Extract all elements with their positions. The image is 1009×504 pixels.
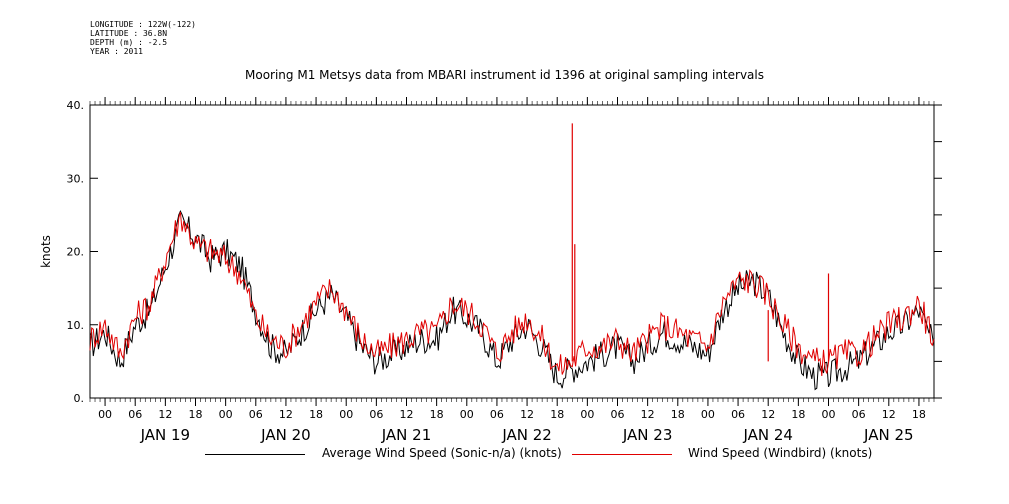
x-day-label: JAN 23 <box>622 426 673 444</box>
x-hour-label: 18 <box>671 408 685 421</box>
x-hour-label: 06 <box>128 408 142 421</box>
x-hour-label: 06 <box>731 408 745 421</box>
x-hour-label: 00 <box>339 408 353 421</box>
metadata-block: LONGITUDE : 122W(-122) LATITUDE : 36.8N … <box>90 20 196 56</box>
depth-text: DEPTH (m) : -2.5 <box>90 38 168 47</box>
x-hour-label: 00 <box>219 408 233 421</box>
x-hour-label: 12 <box>279 408 293 421</box>
x-day-label: JAN 19 <box>140 426 191 444</box>
x-hour-label: 00 <box>822 408 836 421</box>
x-hour-label: 18 <box>430 408 444 421</box>
y-axis-label: knots <box>39 235 53 268</box>
y-tick-label: 10. <box>67 319 85 332</box>
x-hour-label: 12 <box>641 408 655 421</box>
x-hour-label: 12 <box>400 408 414 421</box>
legend-average-swatch <box>205 454 305 455</box>
x-hour-label: 18 <box>550 408 564 421</box>
y-tick-label: 40. <box>67 99 85 112</box>
x-hour-label: 00 <box>98 408 112 421</box>
x-hour-label: 18 <box>791 408 805 421</box>
x-hour-label: 18 <box>912 408 926 421</box>
longitude-text: LONGITUDE : 122W(-122) <box>90 20 196 29</box>
x-hour-label: 12 <box>520 408 534 421</box>
x-day-label: JAN 20 <box>260 426 311 444</box>
x-day-label: JAN 21 <box>381 426 432 444</box>
legend-average-label: Average Wind Speed (Sonic-n/a) (knots) <box>322 446 562 460</box>
x-hour-label: 12 <box>158 408 172 421</box>
x-hour-label: 06 <box>852 408 866 421</box>
x-hour-label: 06 <box>490 408 504 421</box>
x-day-label: JAN 22 <box>501 426 552 444</box>
chart-title: Mooring M1 Metsys data from MBARI instru… <box>245 68 764 82</box>
x-hour-label: 18 <box>309 408 323 421</box>
x-hour-label: 06 <box>611 408 625 421</box>
y-tick-label: 20. <box>67 246 85 259</box>
x-hour-label: 00 <box>580 408 594 421</box>
x-day-label: JAN 25 <box>863 426 914 444</box>
year-text: YEAR : 2011 <box>90 47 143 56</box>
legend-windbird-label: Wind Speed (Windbird) (knots) <box>688 446 873 460</box>
x-hour-label: 06 <box>369 408 383 421</box>
x-hour-label: 12 <box>761 408 775 421</box>
legend-windbird-swatch <box>572 454 672 455</box>
x-day-label: JAN 24 <box>742 426 793 444</box>
x-hour-label: 00 <box>460 408 474 421</box>
y-tick-label: 30. <box>67 172 85 185</box>
x-hour-label: 00 <box>701 408 715 421</box>
x-hour-label: 06 <box>249 408 263 421</box>
x-hour-label: 12 <box>882 408 896 421</box>
y-tick-label: 0. <box>74 392 85 405</box>
series-average-line <box>89 210 935 391</box>
series-windbird-line <box>89 211 935 377</box>
latitude-text: LATITUDE : 36.8N <box>90 29 168 38</box>
x-hour-label: 18 <box>189 408 203 421</box>
